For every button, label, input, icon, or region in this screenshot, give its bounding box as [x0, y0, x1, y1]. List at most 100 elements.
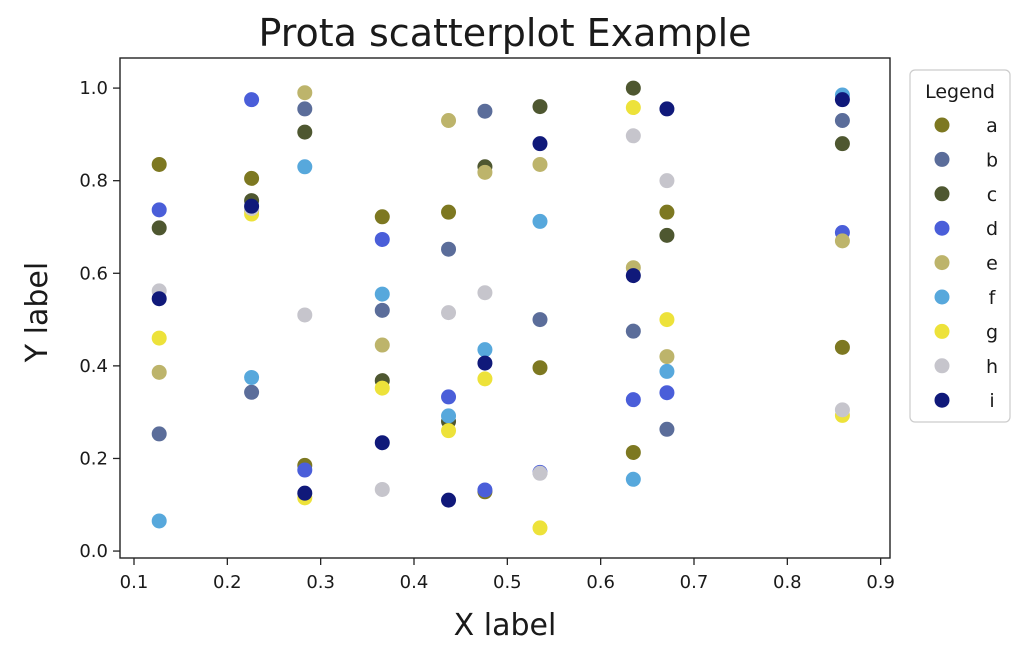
legend-label-d: d: [986, 218, 998, 240]
scatter-point-a: [659, 204, 675, 220]
x-tick-label: 0.9: [866, 572, 895, 593]
scatter-point-g: [441, 423, 457, 439]
legend-label-g: g: [986, 321, 998, 343]
scatter-point-c: [834, 136, 850, 152]
x-tick-label: 0.7: [680, 572, 709, 593]
scatter-point-d: [441, 389, 457, 405]
scatter-point-e: [441, 113, 457, 128]
scatter-point-g: [532, 520, 548, 536]
legend-marker-b: [934, 151, 950, 167]
scatter-point-b: [244, 384, 260, 400]
scatter-point-b: [532, 312, 548, 328]
scatter-point-b: [477, 103, 493, 119]
legend-label-b: b: [986, 149, 998, 171]
scatter-point-i: [834, 92, 850, 108]
scatter-point-f: [532, 213, 548, 229]
scatter-point-e: [532, 156, 548, 172]
scatter-point-d: [477, 482, 493, 498]
scatter-point-b: [297, 101, 313, 117]
scatter-point-a: [834, 339, 850, 355]
scatter-point-i: [151, 291, 167, 307]
x-tick-label: 0.4: [400, 572, 429, 593]
scatter-point-h: [477, 285, 493, 301]
x-tick-label: 0.3: [306, 572, 335, 593]
scatter-point-c: [625, 80, 641, 96]
scatter-point-a: [625, 444, 641, 460]
scatter-point-g: [151, 330, 167, 346]
scatter-point-h: [441, 305, 457, 321]
scatter-point-i: [532, 136, 548, 152]
scatter-point-a: [374, 209, 390, 225]
legend-marker-c: [934, 186, 950, 202]
scatter-point-h: [834, 402, 850, 418]
y-tick-label: 0.6: [79, 263, 108, 284]
scatter-point-b: [441, 241, 457, 257]
scatter-point-g: [477, 371, 493, 387]
scatter-point-b: [625, 323, 641, 339]
y-tick-label: 0.0: [79, 541, 108, 562]
scatter-point-c: [297, 124, 313, 140]
y-axis-ticks: 0.0 0.2 0.4 0.6 0.8 1.0: [79, 78, 120, 562]
scatter-point-d: [374, 231, 390, 247]
scatter-point-a: [244, 170, 260, 186]
chart-title: Prota scatterplot Example: [258, 11, 751, 55]
scatter-point-g: [374, 380, 390, 396]
legend-label-i: i: [989, 390, 994, 412]
scatter-point-e: [151, 364, 167, 380]
scatter-point-e: [297, 85, 313, 101]
scatter-point-f: [297, 159, 313, 175]
scatter-point-h: [374, 481, 390, 497]
scatter-point-b: [659, 421, 675, 437]
x-tick-label: 0.1: [120, 572, 149, 593]
legend-label-h: h: [986, 356, 998, 378]
scatter-point-h: [297, 307, 313, 323]
legend-marker-i: [934, 392, 950, 408]
scatter-point-g: [625, 100, 641, 116]
scatter-point-h: [625, 128, 641, 144]
plot-points: [151, 80, 850, 536]
y-tick-label: 0.2: [79, 448, 108, 469]
scatter-point-a: [151, 156, 167, 172]
scatter-point-f: [374, 286, 390, 302]
scatter-point-g: [659, 312, 675, 328]
scatter-point-b: [834, 113, 850, 128]
scatter-point-f: [659, 363, 675, 379]
legend-title: Legend: [925, 81, 995, 103]
y-tick-label: 0.4: [79, 356, 108, 377]
scatter-point-i: [477, 355, 493, 371]
scatter-point-f: [477, 342, 493, 358]
scatter-point-f: [625, 471, 641, 487]
plot-frame: [119, 57, 891, 559]
legend-label-a: a: [986, 115, 998, 137]
y-tick-label: 0.8: [79, 171, 108, 192]
x-axis-label: X label: [454, 608, 557, 643]
scatter-point-c: [151, 220, 167, 236]
legend-marker-e: [934, 255, 950, 271]
x-tick-label: 0.2: [213, 572, 242, 593]
x-tick-label: 0.8: [773, 572, 802, 593]
scatter-point-f: [441, 408, 457, 424]
x-tick-label: 0.5: [493, 572, 522, 593]
x-tick-label: 0.6: [586, 572, 615, 593]
scatter-point-i: [297, 485, 313, 501]
scatter-point-b: [151, 426, 167, 442]
scatter-point-e: [477, 164, 493, 180]
scatter-point-d: [151, 202, 167, 218]
scatter-point-e: [659, 349, 675, 365]
scatter-point-c: [532, 99, 548, 115]
legend-label-f: f: [989, 287, 997, 309]
y-axis-label: Y label: [20, 262, 55, 363]
scatter-point-f: [151, 513, 167, 529]
scatter-point-a: [532, 360, 548, 376]
scatter-point-f: [244, 369, 260, 385]
legend-marker-g: [934, 323, 950, 339]
y-tick-label: 1.0: [79, 78, 108, 99]
legend-marker-f: [934, 289, 950, 305]
legend-label-c: c: [987, 184, 997, 206]
scatter-point-i: [659, 101, 675, 117]
scatter-point-d: [244, 92, 260, 108]
legend-marker-d: [934, 220, 950, 236]
